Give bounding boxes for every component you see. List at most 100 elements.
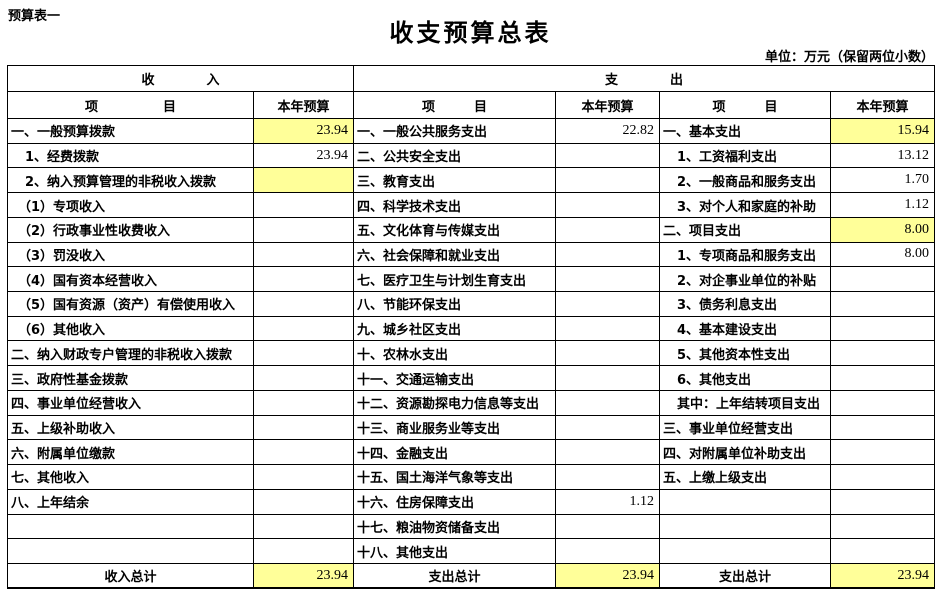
table-row: 五、上级补助收入 十三、商业服务业等支出 三、事业单位经营支出 (7, 414, 936, 441)
table-row: （4）国有资本经营收入 七、医疗卫生与计划生育支出 2、对企事业单位的补贴 (7, 266, 936, 293)
budget-cell (252, 389, 355, 416)
budget-cell (830, 538, 936, 564)
budget-cell (555, 340, 661, 367)
budget-cell (252, 216, 355, 243)
table-row: 十七、粮油物资储备支出 (7, 513, 936, 540)
item-cell: 九、城乡社区支出 (353, 315, 557, 342)
table-row: （3）罚没收入 六、社会保障和就业支出 1、专项商品和服务支出 8.00 (7, 241, 936, 268)
item-cell: 3、债务利息支出 (659, 291, 832, 317)
item-cell: 十四、金融支出 (353, 439, 557, 466)
table-row: 一、一般预算拨款 23.94 一、一般公共服务支出 22.82 一、基本支出 15.94 (7, 118, 936, 144)
expense-detail-item-column-header: 项 目 (659, 91, 832, 119)
unit-note: 单位：万元（保留两位小数） (764, 50, 934, 65)
item-cell: 十一、交通运输支出 (353, 365, 557, 391)
budget-cell: 22.82 (555, 118, 661, 144)
budget-cell (555, 216, 661, 243)
item-cell: 六、附属单位缴款 (7, 439, 254, 466)
item-cell: 2、一般商品和服务支出 (659, 167, 832, 194)
item-cell: 2、纳入预算管理的非税收入拨款 (7, 167, 254, 194)
item-cell: 八、上年结余 (7, 488, 254, 515)
item-cell: 七、医疗卫生与计划生育支出 (353, 266, 557, 293)
expense-group-header: 支 出 (353, 65, 936, 92)
item-cell (659, 513, 832, 540)
budget-cell (252, 464, 355, 490)
item-cell: 四、事业单位经营收入 (7, 389, 254, 416)
item-cell: 十八、其他支出 (353, 538, 557, 564)
budget-cell (555, 291, 661, 317)
table-row: 二、纳入财政专户管理的非税收入拨款 十、农林水支出 5、其他资本性支出 (7, 340, 936, 367)
item-cell: 十、农林水支出 (353, 340, 557, 367)
item-cell: 六、社会保障和就业支出 (353, 241, 557, 268)
income-item-column-header: 项 目 (7, 91, 254, 119)
budget-cell (555, 167, 661, 194)
item-cell: 五、上级补助收入 (7, 414, 254, 441)
budget-cell (830, 389, 936, 416)
item-cell: 四、科学技术支出 (353, 192, 557, 218)
item-cell: 五、文化体育与传媒支出 (353, 216, 557, 243)
sheet-label: 预算表一 (8, 9, 61, 24)
page-title: 收支预算总表 (389, 19, 552, 47)
budget-cell (830, 488, 936, 515)
budget-cell (555, 389, 661, 416)
totals-row: 收入总计 23.94 支出总计 23.94 支出总计 23.94 (7, 562, 936, 589)
budget-cell: 8.00 (830, 241, 936, 268)
expense-detail-budget-column-header: 本年预算 (830, 91, 936, 119)
table-row: （6）其他收入 九、城乡社区支出 4、基本建设支出 (7, 315, 936, 342)
budget-cell (555, 365, 661, 391)
budget-cell (555, 266, 661, 293)
budget-cell (252, 340, 355, 367)
budget-cell: 23.94 (252, 142, 355, 169)
item-cell: 2、对企事业单位的补贴 (659, 266, 832, 293)
budget-cell (252, 365, 355, 391)
item-cell: 十六、住房保障支出 (353, 488, 557, 515)
expense-budget-column-header: 本年预算 (555, 91, 661, 119)
item-cell: 二、公共安全支出 (353, 142, 557, 169)
item-cell: 三、事业单位经营支出 (659, 414, 832, 441)
budget-cell (830, 315, 936, 342)
item-cell: 一、一般预算拨款 (7, 118, 254, 144)
budget-cell: 13.12 (830, 142, 936, 169)
item-cell: 五、上缴上级支出 (659, 464, 832, 490)
budget-cell (555, 192, 661, 218)
item-cell: 二、项目支出 (659, 216, 832, 243)
table-row: （1）专项收入 四、科学技术支出 3、对个人和家庭的补助 1.12 (7, 192, 936, 218)
budget-cell (555, 439, 661, 466)
table-row: 七、其他收入 十五、国土海洋气象等支出 五、上缴上级支出 (7, 464, 936, 490)
table-row: 八、上年结余 十六、住房保障支出 1.12 (7, 488, 936, 515)
table-row: 四、事业单位经营收入 十二、资源勘探电力信息等支出 其中：上年结转项目支出 (7, 389, 936, 416)
budget-cell (830, 439, 936, 466)
budget-table: 收 入 支 出 项 目 本年预算 项 目 本年预算 项 目 本年预算 一、一般预… (6, 65, 936, 590)
item-cell: 四、对附属单位补助支出 (659, 439, 832, 466)
item-cell: 3、对个人和家庭的补助 (659, 192, 832, 218)
budget-cell (830, 266, 936, 293)
budget-cell (252, 192, 355, 218)
expense-item-column-header: 项 目 (353, 91, 557, 119)
income-group-header: 收 入 (6, 65, 355, 92)
item-cell: （6）其他收入 (7, 315, 254, 342)
item-cell: 八、节能环保支出 (353, 291, 557, 317)
table-row: 三、政府性基金拨款 十一、交通运输支出 6、其他支出 (7, 365, 936, 391)
budget-cell (830, 414, 936, 441)
budget-cell (555, 142, 661, 169)
budget-cell (555, 241, 661, 268)
budget-cell: 23.94 (252, 118, 355, 144)
item-cell: 十二、资源勘探电力信息等支出 (353, 389, 557, 416)
expense-detail-total-value: 23.94 (830, 562, 936, 589)
expense-total-value: 23.94 (555, 562, 661, 589)
budget-cell: 1.12 (830, 192, 936, 218)
budget-cell (252, 241, 355, 268)
item-cell: 1、专项商品和服务支出 (659, 241, 832, 268)
budget-cell (555, 315, 661, 342)
item-cell: （1）专项收入 (7, 192, 254, 218)
item-cell: （4）国有资本经营收入 (7, 266, 254, 293)
item-cell: 4、基本建设支出 (659, 315, 832, 342)
group-header-row: 收 入 支 出 (6, 65, 936, 92)
budget-cell (555, 513, 661, 540)
item-cell: 其中：上年结转项目支出 (659, 389, 832, 416)
item-cell: 二、纳入财政专户管理的非税收入拨款 (7, 340, 254, 367)
budget-cell (830, 291, 936, 317)
item-cell: （2）行政事业性收费收入 (7, 216, 254, 243)
item-cell: 十五、国土海洋气象等支出 (353, 464, 557, 490)
item-cell: 十七、粮油物资储备支出 (353, 513, 557, 540)
table-body: 一、一般预算拨款 23.94 一、一般公共服务支出 22.82 一、基本支出 15.94 1… (7, 118, 936, 564)
